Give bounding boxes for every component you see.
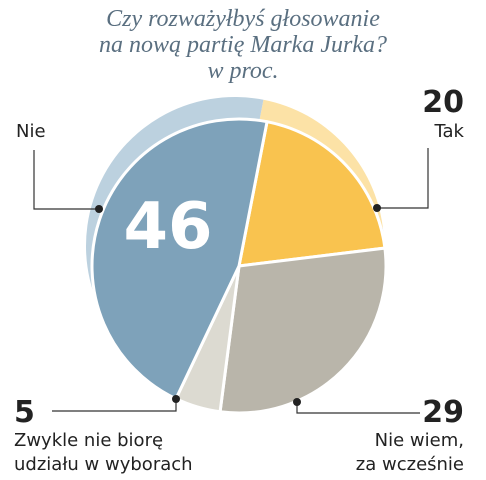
chart-title-line-2: na nową partię Marka Jurka? <box>99 32 387 58</box>
leader-line-tak <box>377 148 429 209</box>
value-label-nie_wiem: 29 <box>422 395 464 430</box>
big-value-label: 46 <box>123 190 212 264</box>
category-label-zwykle-2: udziału w wyborach <box>14 454 193 475</box>
category-label-nie_wiem-2: za wcześnie <box>356 454 464 475</box>
slice-tak <box>237 120 387 268</box>
category-label-nie_wiem-1: Nie wiem, <box>375 430 464 451</box>
chart-title-line-1: Czy rozważyłbyś głosowanie <box>106 6 380 32</box>
leader-dot-tak <box>373 204 381 212</box>
leader-line-zwykle <box>52 399 177 412</box>
slice-nie <box>90 117 269 401</box>
leader-line-nie_wiem <box>296 402 420 414</box>
leader-dot-nie_wiem <box>293 398 301 406</box>
value-label-tak: 20 <box>422 85 464 120</box>
slice-nie_wiem <box>218 246 388 415</box>
value-label-zwykle: 5 <box>14 395 35 430</box>
leader-dot-nie <box>95 205 103 213</box>
category-label-tak-1: Tak <box>434 121 465 142</box>
category-label-zwykle-1: Zwykle nie biorę <box>14 430 163 451</box>
leader-dot-zwykle <box>172 395 180 403</box>
category-label-nie-1: Nie <box>16 121 46 142</box>
chart-title-line-3: w proc. <box>207 58 279 84</box>
leader-line-nie <box>33 150 99 210</box>
